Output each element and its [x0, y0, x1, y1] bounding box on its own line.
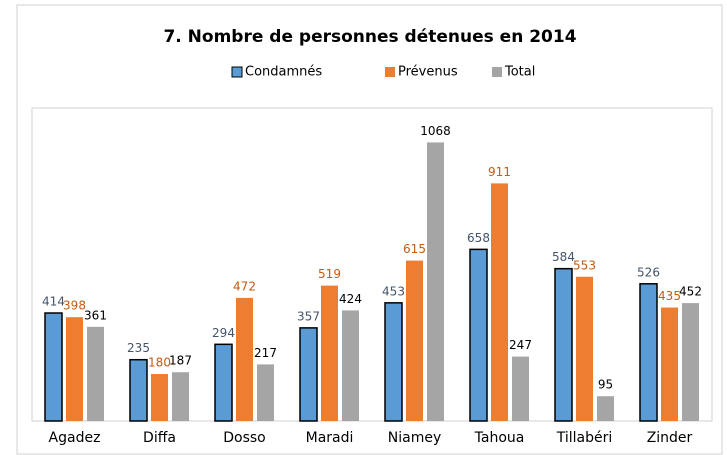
data-label: 526	[637, 265, 660, 279]
data-label: 615	[403, 242, 426, 256]
bar	[66, 317, 83, 421]
legend-swatch	[231, 66, 243, 78]
bar	[491, 183, 508, 421]
data-label: 95	[598, 378, 613, 392]
bar	[299, 327, 318, 422]
bar	[512, 356, 529, 421]
bar	[469, 248, 488, 422]
bar	[597, 396, 614, 421]
data-label: 553	[573, 258, 596, 272]
chart-title: 7. Nombre de personnes détenues en 2014	[163, 27, 576, 47]
bar	[214, 343, 233, 422]
data-label: 519	[318, 267, 341, 281]
bar	[406, 260, 423, 421]
data-label: 414	[42, 295, 65, 309]
x-tick-label: Zinder	[647, 430, 693, 446]
legend-label: Condamnés	[245, 65, 322, 80]
bar	[682, 303, 699, 421]
data-label: 357	[297, 309, 320, 323]
legend-swatch	[492, 67, 502, 77]
legend-swatch	[385, 67, 395, 77]
legend-label: Total	[504, 65, 535, 80]
bar	[129, 358, 148, 422]
bar	[639, 283, 658, 422]
data-label: 453	[382, 284, 405, 298]
data-label: 435	[658, 289, 681, 303]
data-label: 452	[679, 285, 702, 299]
bar	[151, 374, 168, 421]
plot-area	[31, 107, 713, 422]
data-label: 472	[233, 279, 256, 293]
data-label: 217	[254, 346, 277, 360]
data-label: 584	[552, 250, 575, 264]
x-tick-label: Maradi	[306, 430, 354, 446]
bar	[576, 276, 593, 421]
x-tick-label: Agadez	[49, 430, 101, 446]
bar	[661, 307, 678, 421]
bar	[87, 326, 104, 421]
bar	[257, 364, 274, 421]
data-label: 180	[148, 356, 171, 370]
data-label: 361	[84, 308, 107, 322]
bar	[321, 285, 338, 421]
data-label: 187	[169, 354, 192, 368]
data-label: 1068	[420, 124, 451, 138]
data-label: 658	[467, 231, 490, 245]
legend-label: Prévenus	[398, 65, 458, 80]
bar	[44, 312, 63, 422]
bar	[342, 310, 359, 421]
data-label: 247	[509, 338, 532, 352]
bar	[236, 297, 253, 421]
x-tick-label: Tillabéri	[556, 430, 613, 446]
bar	[384, 302, 403, 422]
chart-border	[16, 4, 723, 455]
data-label: 294	[212, 326, 235, 340]
data-label: 911	[488, 165, 511, 179]
data-label: 398	[63, 299, 86, 313]
x-tick-label: Niamey	[388, 430, 441, 446]
data-label: 424	[339, 292, 362, 306]
data-label: 235	[127, 341, 150, 355]
x-tick-label: Diffa	[143, 430, 176, 446]
x-tick-label: Dosso	[223, 430, 266, 446]
bar	[427, 142, 444, 421]
bar	[172, 372, 189, 421]
bar	[554, 267, 573, 422]
x-tick-label: Tahoua	[474, 430, 525, 446]
